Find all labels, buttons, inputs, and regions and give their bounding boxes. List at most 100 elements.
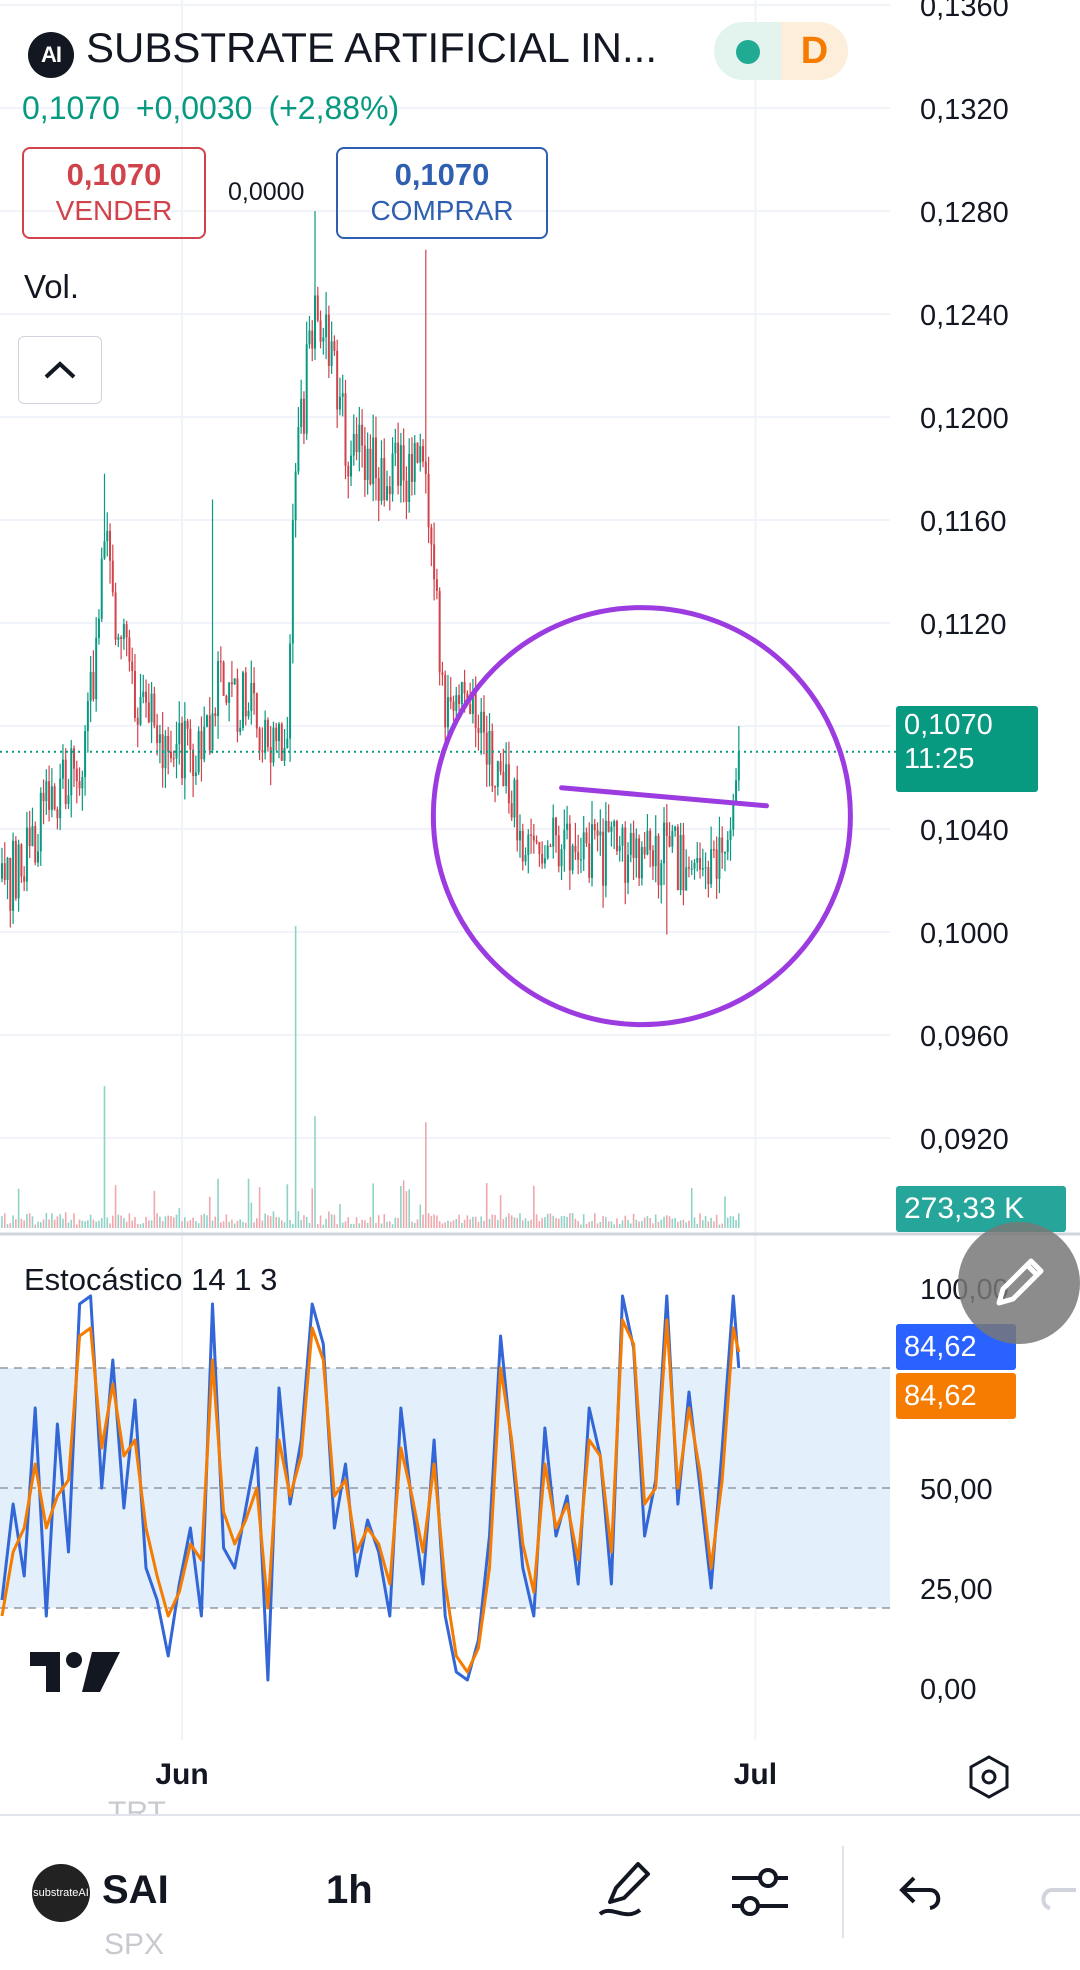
volume-bar xyxy=(12,1215,14,1228)
volume-bar xyxy=(483,1220,485,1228)
symbol-title[interactable]: SUBSTRATE ARTIFICIAL IN... xyxy=(86,24,657,71)
volume-legend-label[interactable]: Vol. xyxy=(24,268,80,305)
candle xyxy=(205,714,208,728)
volume-bar xyxy=(87,1220,89,1228)
candle-body xyxy=(485,732,488,765)
chart-settings-icon[interactable] xyxy=(969,1755,1009,1799)
candle xyxy=(128,629,131,672)
candle-body xyxy=(344,393,347,466)
candle-body xyxy=(255,693,258,729)
candle-body xyxy=(707,867,710,885)
candle-body xyxy=(618,845,621,852)
volume-bar xyxy=(56,1216,59,1228)
candle xyxy=(651,845,654,881)
candle-body xyxy=(474,691,477,728)
candle xyxy=(527,829,530,874)
drawing-pen-icon[interactable] xyxy=(596,1856,656,1928)
candle xyxy=(507,741,510,814)
volume-bar xyxy=(660,1219,663,1228)
symbol-avatar[interactable]: substrateAI xyxy=(32,1864,90,1922)
candle-body xyxy=(81,777,84,789)
volume-bar xyxy=(571,1212,574,1228)
candle xyxy=(640,841,643,886)
volume-bar xyxy=(181,1221,183,1228)
volume-bar xyxy=(652,1223,654,1228)
candle-body xyxy=(729,829,732,841)
candle xyxy=(189,719,192,773)
volume-bar xyxy=(427,1213,430,1228)
candle xyxy=(59,763,62,831)
candle xyxy=(549,843,552,848)
volume-bar xyxy=(175,1214,178,1228)
candle-body xyxy=(405,480,408,502)
candle xyxy=(591,801,594,887)
candle xyxy=(599,809,602,856)
volume-bar xyxy=(159,1216,161,1228)
stochastic-legend-label[interactable]: Estocástico 14 1 3 xyxy=(24,1262,278,1297)
candle xyxy=(723,851,726,872)
drawing-tools-fab[interactable] xyxy=(958,1222,1080,1344)
volume-bar xyxy=(704,1215,707,1228)
candle-body xyxy=(14,840,17,899)
candle-body xyxy=(488,730,491,765)
volume-bar xyxy=(247,1178,250,1228)
volume-bar xyxy=(206,1215,208,1228)
symbol-selector[interactable]: SAI xyxy=(102,1868,169,1912)
volume-bar xyxy=(150,1220,153,1228)
redo-icon[interactable] xyxy=(1036,1856,1080,1928)
volume-bar xyxy=(161,1221,164,1228)
candle xyxy=(225,694,228,706)
buy-button[interactable]: 0,1070 COMPRAR xyxy=(336,147,548,239)
volume-bar xyxy=(721,1223,723,1228)
candle-body xyxy=(28,827,31,847)
candle-body xyxy=(222,662,225,696)
candle xyxy=(266,717,269,752)
price-change: +0,0030 xyxy=(135,90,253,126)
candle-body xyxy=(37,851,40,863)
price-axis-tick: 0,1120 xyxy=(920,609,1007,641)
candle xyxy=(516,765,519,852)
indicator-settings-icon[interactable] xyxy=(728,1856,792,1928)
volume-bar xyxy=(222,1221,225,1228)
volume-bar xyxy=(485,1183,488,1228)
candle xyxy=(682,822,685,906)
candle-body xyxy=(294,471,297,521)
undo-icon[interactable] xyxy=(896,1856,948,1928)
candle-body xyxy=(97,618,100,638)
candle-body xyxy=(350,455,353,477)
volume-bar xyxy=(23,1220,25,1228)
candle-body xyxy=(735,780,738,803)
candle-body xyxy=(507,764,510,804)
interval-selector[interactable]: 1h xyxy=(326,1868,373,1912)
candle xyxy=(39,787,42,866)
candle xyxy=(280,722,283,761)
candle-body xyxy=(239,727,242,732)
candle-body xyxy=(369,448,372,485)
volume-bar xyxy=(718,1224,721,1228)
volume-bar xyxy=(286,1184,289,1228)
candle xyxy=(333,335,336,356)
drawing-annotations[interactable] xyxy=(430,605,853,1028)
volume-bar xyxy=(463,1219,466,1228)
volume-bar xyxy=(322,1224,325,1228)
collapse-legend-button[interactable] xyxy=(18,336,102,404)
volume-bar xyxy=(685,1222,687,1228)
sell-button[interactable]: 0,1070 VENDER xyxy=(22,147,206,239)
volume-bar xyxy=(499,1195,502,1228)
candle-body xyxy=(701,868,704,870)
candle-body xyxy=(208,715,211,751)
candle xyxy=(657,833,660,899)
market-status-pill[interactable]: D xyxy=(714,22,848,80)
candle-body xyxy=(723,852,726,854)
settings-hexagon xyxy=(969,1755,1009,1799)
candle-body xyxy=(214,713,217,717)
volume-bar xyxy=(131,1220,133,1228)
candle xyxy=(449,676,452,710)
volume-bar xyxy=(494,1214,496,1228)
candle-body xyxy=(593,824,596,831)
trendline-annotation xyxy=(559,785,770,809)
candle xyxy=(244,667,247,726)
candle xyxy=(109,523,112,584)
candle-body xyxy=(604,820,607,886)
